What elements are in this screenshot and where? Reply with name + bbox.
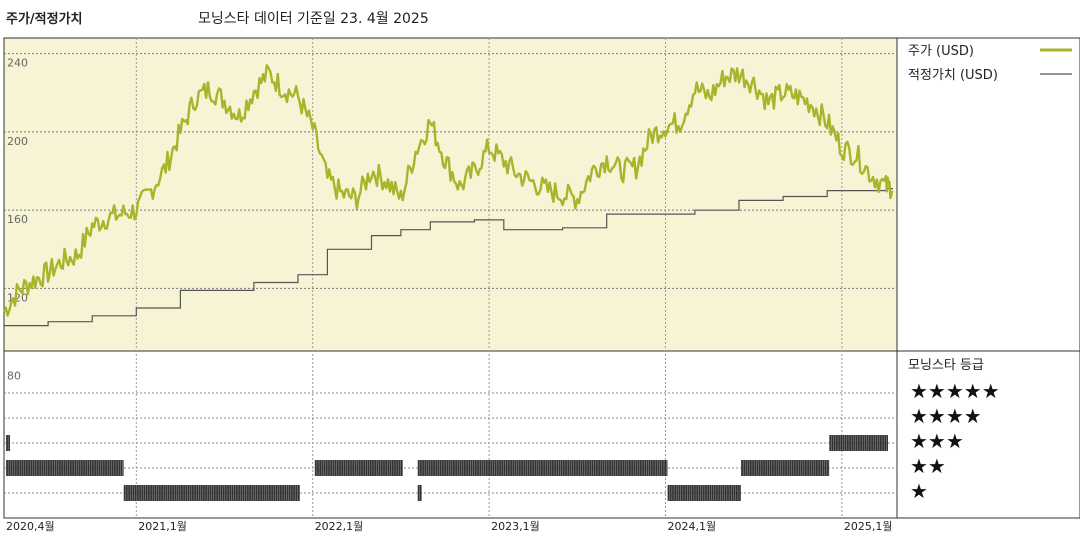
rating-4-stars: ★★★★ [910, 404, 982, 428]
rating-5-stars: ★★★★★ [910, 379, 1000, 403]
grid-lines [4, 38, 897, 518]
y-tick-label: 240 [7, 57, 28, 70]
x-tick-label: 2025,1월 [844, 520, 893, 533]
x-tick-label: 2023,1월 [491, 520, 540, 533]
chart-subtitle: 모닝스타 데이터 기준일 23. 4월 2025 [198, 11, 429, 27]
price-panel [4, 38, 897, 351]
chart-left-title: 주가/적정가치 [6, 12, 83, 27]
x-tick-label: 2024,1월 [667, 520, 716, 533]
x-tick-label: 2021,1월 [138, 520, 187, 533]
rating-2-stars: ★★ [910, 454, 946, 478]
chart-frame [3, 37, 1080, 519]
rating-1-stars: ★ [910, 479, 928, 503]
price-line [2, 64, 894, 317]
y-tick-label: 80 [7, 370, 21, 383]
rating-3-stars: ★★★ [910, 429, 964, 453]
fair-value-line [4, 188, 893, 327]
y-tick-label: 160 [7, 213, 28, 226]
rating-bar-2-star [417, 460, 668, 476]
x-axis-ticks: 2020,4월 2021,1월 2022,1월 2023,1월 2024,1월 2025,… [6, 520, 892, 533]
star-rating-bars [5, 435, 888, 501]
legend-fair-value-label: 적정가치 (USD) [908, 68, 998, 83]
rating-title: 모닝스타 등급 [908, 358, 984, 373]
legend-price-label: 주가 (USD) [908, 44, 974, 59]
x-tick-label: 2020,4월 [6, 520, 55, 533]
y-tick-label: 200 [7, 135, 28, 148]
x-tick-label: 2022,1월 [315, 520, 364, 533]
